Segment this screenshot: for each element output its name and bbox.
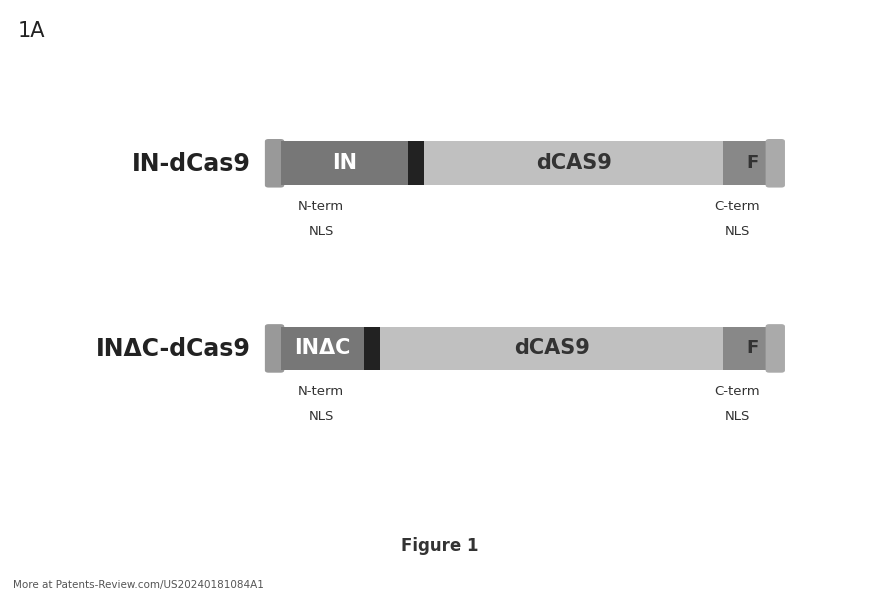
Bar: [281, 141, 408, 185]
Text: 1A: 1A: [18, 21, 45, 41]
Text: F: F: [746, 154, 759, 172]
Bar: [723, 141, 736, 185]
Bar: [736, 141, 769, 185]
Text: F: F: [746, 339, 759, 358]
Text: IN-dCas9: IN-dCas9: [132, 152, 251, 176]
Text: N-term: N-term: [298, 385, 344, 398]
Text: Figure 1: Figure 1: [401, 537, 479, 555]
Text: C-term: C-term: [715, 200, 760, 213]
Text: NLS: NLS: [309, 225, 334, 237]
Text: NLS: NLS: [725, 410, 750, 422]
Bar: [364, 327, 380, 370]
Text: N-term: N-term: [298, 200, 344, 213]
Bar: [723, 327, 736, 370]
Bar: [736, 327, 769, 370]
FancyBboxPatch shape: [766, 139, 785, 188]
Text: dCAS9: dCAS9: [536, 154, 612, 173]
Text: NLS: NLS: [725, 225, 750, 237]
Text: INΔC: INΔC: [294, 339, 351, 358]
Text: More at Patents-Review.com/US20240181084A1: More at Patents-Review.com/US20240181084…: [13, 580, 264, 590]
Bar: [408, 141, 424, 185]
Text: IN: IN: [332, 154, 357, 173]
Bar: [281, 327, 364, 370]
Text: dCAS9: dCAS9: [514, 339, 590, 358]
Bar: [380, 327, 723, 370]
FancyBboxPatch shape: [265, 139, 284, 188]
Text: C-term: C-term: [715, 385, 760, 398]
FancyBboxPatch shape: [265, 324, 284, 373]
Bar: [424, 141, 723, 185]
FancyBboxPatch shape: [766, 324, 785, 373]
Text: INΔC-dCas9: INΔC-dCas9: [96, 337, 251, 361]
Text: NLS: NLS: [309, 410, 334, 422]
